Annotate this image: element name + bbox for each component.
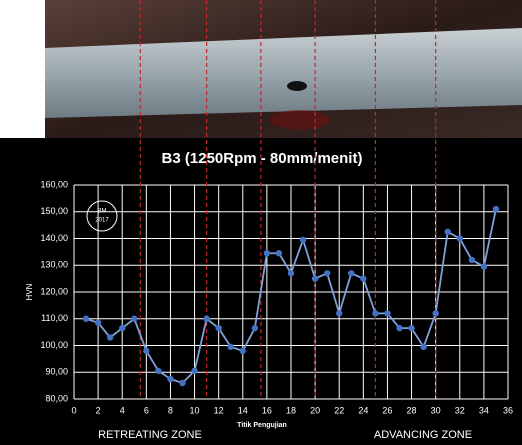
- data-point: [372, 310, 378, 316]
- data-point: [143, 348, 149, 354]
- data-point: [396, 325, 402, 331]
- data-point: [493, 206, 499, 212]
- x-tick-label: 6: [144, 405, 149, 415]
- data-point: [408, 325, 414, 331]
- data-point: [276, 250, 282, 256]
- y-tick-label: 130,00: [40, 260, 68, 270]
- x-tick-label: 26: [382, 405, 392, 415]
- y-tick-label: 110,00: [41, 313, 68, 323]
- x-tick-label: 14: [238, 405, 248, 415]
- y-tick-label: 80,00: [45, 393, 68, 403]
- x-tick-label: 34: [479, 405, 489, 415]
- x-tick-label: 22: [334, 405, 344, 415]
- y-tick-label: 160,00: [40, 179, 68, 189]
- x-tick-label: 28: [407, 405, 417, 415]
- data-point: [240, 348, 246, 354]
- x-tick-label: 12: [214, 405, 224, 415]
- data-point: [131, 316, 137, 322]
- data-point: [432, 310, 438, 316]
- data-point: [107, 334, 113, 340]
- data-point: [228, 344, 234, 350]
- data-point: [300, 237, 306, 243]
- x-tick-label: 32: [455, 405, 465, 415]
- data-point: [95, 320, 101, 326]
- data-point: [179, 380, 185, 386]
- x-tick-label: 0: [71, 405, 76, 415]
- data-point: [481, 263, 487, 269]
- annotation: 2017: [95, 218, 109, 224]
- data-point: [312, 275, 318, 281]
- x-tick-label: 20: [310, 405, 320, 415]
- y-tick-label: 150,00: [40, 206, 68, 216]
- data-point: [155, 368, 161, 374]
- x-tick-label: 30: [431, 405, 441, 415]
- y-tick-label: 140,00: [40, 233, 68, 243]
- x-axis-label: Titik Pengujian: [237, 422, 287, 429]
- y-tick-label: 90,00: [45, 367, 68, 377]
- y-tick-label: 100,00: [40, 340, 68, 350]
- x-tick-label: 8: [168, 405, 173, 415]
- y-tick-label: 120,00: [40, 286, 68, 296]
- zone-label: RETREATING ZONE: [98, 429, 202, 441]
- data-point: [288, 270, 294, 276]
- photo: [45, 0, 522, 140]
- data-point: [469, 257, 475, 263]
- data-point: [336, 310, 342, 316]
- data-point: [264, 250, 270, 256]
- data-point: [215, 325, 221, 331]
- data-point: [384, 310, 390, 316]
- data-point: [360, 275, 366, 281]
- data-point: [203, 316, 209, 322]
- x-tick-label: 2: [96, 405, 101, 415]
- x-tick-label: 18: [286, 405, 296, 415]
- x-tick-label: 10: [190, 405, 200, 415]
- data-point: [191, 368, 197, 374]
- x-tick-label: 4: [120, 405, 125, 415]
- data-point: [445, 229, 451, 235]
- annotation-circle: [87, 201, 117, 231]
- data-point: [420, 344, 426, 350]
- chart: B3 (1250Rpm - 80mm/menit) Titik Pengujia…: [0, 0, 522, 445]
- data-point: [252, 325, 258, 331]
- x-tick-label: 16: [262, 405, 272, 415]
- x-tick-label: 36: [503, 405, 513, 415]
- data-point: [324, 270, 330, 276]
- data-point: [348, 270, 354, 276]
- y-axis-label: HVN: [25, 283, 34, 300]
- x-tick-label: 24: [358, 405, 368, 415]
- data-point: [119, 325, 125, 331]
- data-point: [83, 316, 89, 322]
- chart-title: B3 (1250Rpm - 80mm/menit): [162, 150, 363, 167]
- zone-label: ADVANCING ZONE: [374, 429, 472, 441]
- data-point: [457, 235, 463, 241]
- data-point: [167, 376, 173, 382]
